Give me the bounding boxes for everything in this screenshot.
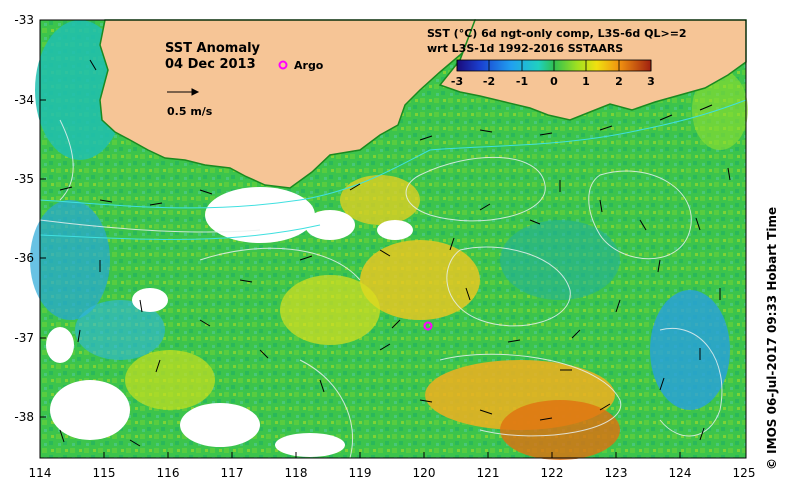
lat-tick-label: -34: [14, 93, 34, 107]
colorbar-tick-label: 2: [615, 75, 623, 88]
lat-tick-label: -33: [14, 13, 34, 27]
lon-tick-label: 118: [285, 466, 308, 480]
colorbar-tick-label: -1: [516, 75, 528, 88]
product-description-line2: wrt L3S-1d 1992-2016 SSTAARS: [427, 42, 623, 55]
plot-frame: [39, 19, 747, 459]
velocity-scale-label: 0.5 m/s: [167, 105, 213, 118]
current-vectors: [59, 59, 731, 447]
lon-tick-label: 122: [541, 466, 564, 480]
lon-tick-label: 114: [29, 466, 52, 480]
map-title: SST Anomaly: [165, 41, 261, 56]
lon-tick-label: 121: [477, 466, 500, 480]
colorbar-ticks: [456, 60, 652, 71]
lat-tick-label: -37: [14, 331, 34, 345]
credit-text: © IMOS 06-Jul-2017 09:33 Hobart Time: [765, 206, 779, 470]
lon-tick-label: 115: [93, 466, 116, 480]
velocity-scale-arrow-icon: [167, 88, 200, 96]
lat-tick-label: -35: [14, 172, 34, 186]
lat-tick-label: -38: [14, 410, 34, 424]
map-date: 04 Dec 2013: [165, 57, 256, 72]
argo-legend-icon: [278, 60, 288, 70]
coastal-contours: [39, 99, 747, 240]
lon-tick-label: 119: [349, 466, 372, 480]
argo-float-marker[interactable]: [423, 321, 433, 331]
colorbar-tick-label: 1: [582, 75, 590, 88]
lon-axis: [39, 452, 747, 458]
colorbar-tick-label: -3: [451, 75, 463, 88]
lon-tick-label: 125: [733, 466, 756, 480]
no-data-mask: [46, 187, 413, 457]
lat-tick-label: -36: [14, 251, 34, 265]
lon-tick-label: 124: [669, 466, 692, 480]
lon-tick-label: 120: [413, 466, 436, 480]
product-description-line1: SST (°C) 6d ngt-only comp, L3S-6d QL>=2: [427, 27, 687, 40]
land-mass: [99, 19, 476, 189]
colorbar-tick-label: -2: [483, 75, 495, 88]
colorbar-tick-label: 0: [550, 75, 558, 88]
sst-anomaly-field: [30, 20, 748, 460]
lon-tick-label: 117: [221, 466, 244, 480]
sea-level-contours: [39, 119, 723, 459]
argo-legend-label: Argo: [294, 59, 324, 72]
colorbar-tick-label: 3: [647, 75, 655, 88]
lon-tick-label: 123: [605, 466, 628, 480]
lat-axis: [40, 19, 46, 418]
lon-tick-label: 116: [157, 466, 180, 480]
